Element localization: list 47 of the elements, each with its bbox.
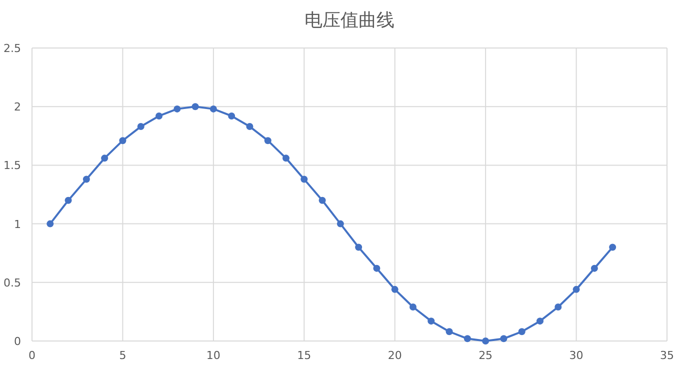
x-tick-label: 0 (28, 349, 36, 362)
point (500, 335, 508, 342)
y-tick-label: 0 (14, 335, 21, 348)
point (174, 105, 181, 112)
point (355, 244, 362, 251)
point (156, 112, 162, 120)
point (46, 220, 54, 228)
point (464, 335, 471, 342)
x-tick-label: 20 (388, 349, 402, 362)
y-tick-label: 1 (14, 218, 21, 231)
point (101, 154, 108, 162)
point (572, 286, 580, 293)
chart-title: 电压值曲线 (304, 10, 394, 31)
x-tick-label: 10 (206, 349, 220, 362)
point (246, 123, 254, 130)
y-tick-label: 0.5 (4, 276, 21, 290)
point (373, 264, 380, 272)
point (318, 196, 326, 204)
point (554, 304, 562, 311)
y-tick-label: 2 (14, 100, 21, 114)
x-tick-label: 15 (297, 349, 312, 362)
point (119, 137, 126, 144)
point (282, 154, 290, 162)
x-tick-label: 35 (660, 349, 674, 362)
point (446, 328, 453, 336)
point (590, 264, 598, 272)
point (336, 220, 344, 228)
point (300, 176, 308, 183)
point (428, 318, 435, 325)
point (609, 244, 616, 251)
x-tick-label: 25 (478, 349, 493, 362)
x-tick-label: 5 (119, 349, 126, 362)
y-tick-label: 1.5 (4, 159, 21, 172)
point (536, 318, 544, 325)
point (64, 196, 72, 204)
x-tick-label: 30 (569, 349, 584, 362)
point (264, 137, 272, 144)
point (482, 338, 490, 344)
point (82, 176, 90, 183)
y-tick-label: 2.5 (4, 42, 21, 55)
point (518, 328, 526, 336)
point (410, 304, 416, 311)
point (137, 123, 144, 130)
point (210, 105, 217, 112)
point (391, 286, 398, 293)
point (228, 112, 236, 120)
point (192, 103, 199, 110)
